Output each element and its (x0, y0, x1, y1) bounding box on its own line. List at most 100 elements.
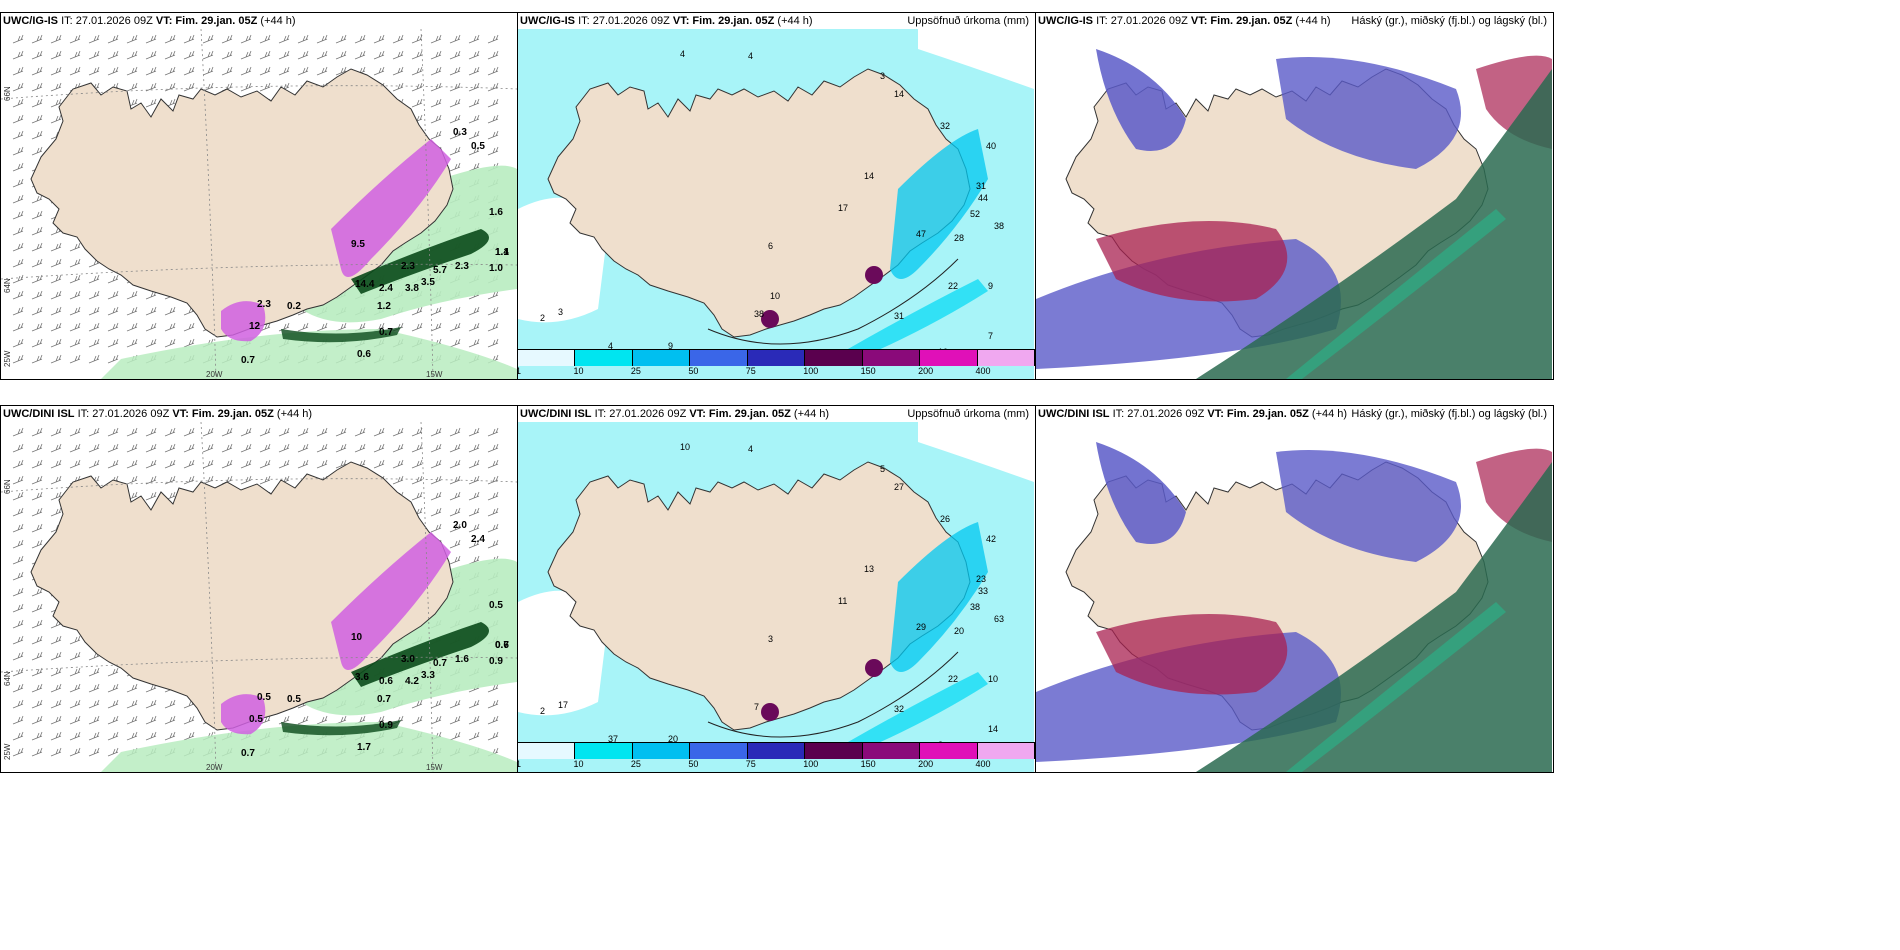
wind-barb (468, 427, 480, 437)
map-canvas: 4431432403144523828472231910762349171438… (518, 29, 1034, 379)
wind-barb (183, 82, 195, 92)
colorbar-swatch (747, 743, 806, 759)
wind-barb (69, 50, 81, 60)
wind-barb (468, 459, 480, 469)
accum-value-label: 28 (954, 233, 964, 243)
wind-barb (31, 98, 43, 108)
colorbar-labels: 1 10 25 50 75 100 150 200 400 (518, 366, 1035, 378)
colorbar-swatch (690, 350, 748, 366)
wind-barb (278, 66, 290, 76)
colorbar-swatch (977, 743, 1035, 759)
lead-time: (+44 h) (260, 15, 296, 27)
wind-barb (145, 66, 157, 76)
wind-barb (316, 34, 328, 44)
colorbar-swatch (575, 350, 633, 366)
wind-barb (164, 731, 176, 741)
wind-barb (487, 290, 499, 300)
wind-barb (69, 274, 81, 284)
wind-barb (107, 274, 119, 284)
wind-barb (88, 715, 100, 725)
accum-value-label: 14 (988, 724, 998, 734)
wind-barb (50, 82, 62, 92)
wind-barb (50, 242, 62, 252)
wind-barb (50, 98, 62, 108)
wind-barb (50, 114, 62, 124)
wind-barb (430, 443, 442, 453)
panel-title: Háský (gr.), miðský (fj.bl.) og lágský (… (1351, 408, 1547, 420)
wind-barb (126, 699, 138, 709)
no-precip-area (918, 422, 1034, 482)
wind-barb (31, 459, 43, 469)
accum-value-label: 31 (976, 181, 986, 191)
accum-value-label: 31 (894, 311, 904, 321)
wind-barb (297, 322, 309, 332)
longitude-label: 20W (206, 763, 223, 772)
colorbar-label: 50 (688, 366, 699, 376)
wind-barb (145, 34, 157, 44)
wind-barb (88, 699, 100, 709)
accum-value-label: 52 (970, 209, 980, 219)
wind-barb (31, 747, 43, 757)
wind-barb (69, 338, 81, 348)
wind-barb (31, 475, 43, 485)
wind-barb (12, 523, 24, 533)
wind-barb (12, 587, 24, 597)
mid-cloud-area (1096, 442, 1186, 544)
wind-barb (50, 667, 62, 677)
accum-value-label: 29 (916, 622, 926, 632)
wind-barb (278, 459, 290, 469)
wind-barb (468, 130, 480, 140)
accum-value-label: 17 (558, 700, 568, 710)
wind-barb (50, 34, 62, 44)
wind-barb (202, 443, 214, 453)
precip-value-label: 2.4 (379, 283, 393, 294)
wind-barb (31, 130, 43, 140)
init-time: 27.01.2026 09Z (75, 15, 156, 27)
wind-barb (259, 66, 271, 76)
wind-barb (449, 427, 461, 437)
wind-barb (50, 747, 62, 757)
wind-barb (12, 699, 24, 709)
wind-barb (107, 34, 119, 44)
wind-barb (430, 715, 442, 725)
precip-value-label: 0.3 (453, 127, 467, 138)
panel-header: UWC/DINI ISL IT: 27.01.2026 09Z VT: Fim.… (1036, 406, 1553, 422)
wind-barb (50, 354, 62, 364)
lead-time: (+44 h) (1295, 15, 1331, 27)
wind-barb (221, 50, 233, 60)
accum-value-label: 23 (976, 574, 986, 584)
wind-barb (335, 50, 347, 60)
wind-barb (107, 338, 119, 348)
wind-barb (164, 66, 176, 76)
wind-barb (487, 699, 499, 709)
colorbar: 1 10 25 50 75 100 150 200 400 (518, 349, 1035, 379)
wind-barb (107, 459, 119, 469)
wind-barb (430, 507, 442, 517)
wind-barb (411, 306, 423, 316)
wind-barb (411, 715, 423, 725)
accum-value-label: 14 (894, 89, 904, 99)
wind-barb (183, 50, 195, 60)
wind-barb (240, 427, 252, 437)
wind-barb (31, 699, 43, 709)
wind-barb (12, 491, 24, 501)
latitude-label: 66N (3, 479, 12, 494)
precip-value-label: 0.7 (377, 694, 391, 705)
wind-barb (50, 731, 62, 741)
wind-barb (164, 699, 176, 709)
wind-barb (12, 603, 24, 613)
wind-barb (392, 427, 404, 437)
colorbar-label: 10 (573, 759, 584, 769)
precip-value-label: 0.2 (287, 301, 301, 312)
wind-barb (411, 98, 423, 108)
wind-barb (449, 338, 461, 348)
colorbar-label: 50 (688, 759, 699, 769)
wind-barb (31, 338, 43, 348)
wind-barb (468, 306, 480, 316)
precip-value-label: 0.5 (249, 714, 263, 725)
wind-barb (316, 50, 328, 60)
lead-time: (+44 h) (1311, 408, 1348, 420)
wind-barb (69, 635, 81, 645)
wind-barb (145, 715, 157, 725)
precip-value-label: 2.0 (453, 520, 467, 531)
